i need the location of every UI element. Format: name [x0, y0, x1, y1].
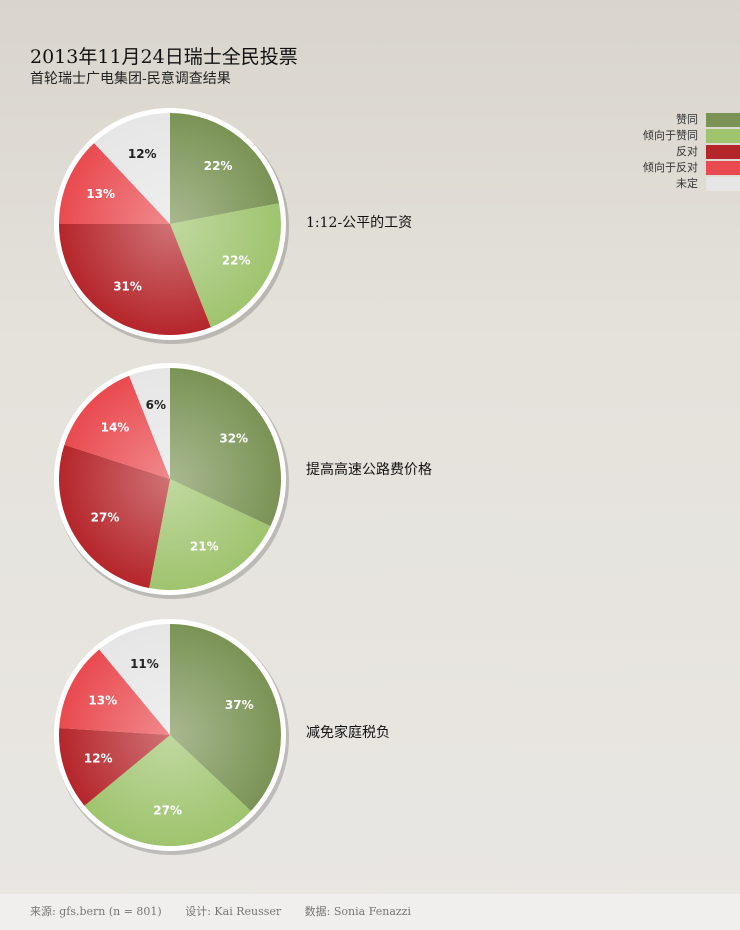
pie-slice-highlight [84, 735, 251, 846]
pie-slice-highlight [64, 375, 170, 479]
pie-label: 14% [101, 420, 130, 434]
legend-swatch [706, 113, 740, 127]
legend-label: 倾向于赞同 [643, 129, 698, 142]
legend-item: 反对 [540, 144, 740, 160]
page-subtitle: 首轮瑞士广电集团-民意调查结果 [30, 71, 231, 87]
pie-label: 6% [146, 398, 166, 412]
pie-slice-highlight [59, 728, 170, 806]
legend-swatch [706, 145, 740, 159]
pie-slice-highlight [149, 479, 271, 590]
pie-slice-highlight [170, 368, 281, 527]
pie-slice-highlight [94, 113, 170, 224]
pie-title: 减免家庭税负 [306, 725, 390, 741]
pie-label: 27% [91, 510, 120, 524]
legend-swatch [706, 161, 740, 175]
pie-label: 22% [204, 159, 233, 173]
pie-label: 22% [222, 253, 251, 267]
pie-label: 37% [225, 698, 254, 712]
pie-label: 12% [84, 751, 113, 765]
pie-slice-highlight [59, 143, 170, 224]
legend-swatch [706, 177, 740, 191]
footer-design: 设计: Kai Reusser [185, 905, 282, 918]
pie-label: 27% [153, 803, 182, 817]
legend-item: 赞同 [540, 112, 740, 128]
pie-slice-highlight [170, 113, 280, 224]
legend-item: 倾向于赞同 [540, 128, 740, 144]
footer-data: 数据: Sonia Fenazzi [304, 905, 411, 918]
pie-slice-highlight [129, 368, 170, 479]
pie-label: 21% [190, 539, 219, 553]
pie-label: 13% [86, 187, 115, 201]
pie-slice-highlight [59, 649, 170, 735]
pie-slice-highlight [59, 444, 170, 589]
pie-chart-1: 22% 22% 31% 13% 12% [54, 108, 289, 344]
legend-label: 反对 [676, 145, 698, 158]
pie-slice-highlight [59, 224, 211, 335]
pie-title: 提高高速公路费价格 [306, 462, 432, 478]
pie-title: 1:12-公平的工资 [306, 215, 413, 231]
pie-chart-2: 32% 21% 27% 14% 6% [54, 363, 289, 599]
legend: 赞同 倾向于赞同 反对 倾向于反对 未定 [540, 112, 740, 192]
pie-label: 11% [130, 657, 159, 671]
pie-label: 12% [128, 147, 157, 161]
pie-label: 32% [219, 432, 248, 446]
legend-label: 未定 [676, 177, 698, 190]
legend-swatch [706, 129, 740, 143]
pie-chart-3: 37% 27% 12% 13% 11% [54, 619, 289, 855]
pie-label: 31% [113, 279, 142, 293]
pie-slice-highlight [99, 624, 170, 735]
legend-item: 未定 [540, 176, 740, 192]
footer: 来源: gfs.bern (n = 801) 设计: Kai Reusser 数… [0, 894, 740, 930]
pie-label: 13% [88, 694, 117, 708]
legend-label: 赞同 [676, 113, 698, 126]
pie-slice-highlight [170, 203, 281, 328]
footer-source: 来源: gfs.bern (n = 801) [30, 905, 162, 918]
legend-label: 倾向于反对 [643, 161, 698, 174]
legend-item: 倾向于反对 [540, 160, 740, 176]
page-title: 2013年11月24日瑞士全民投票 [30, 46, 298, 68]
pie-slice-highlight [170, 624, 281, 811]
